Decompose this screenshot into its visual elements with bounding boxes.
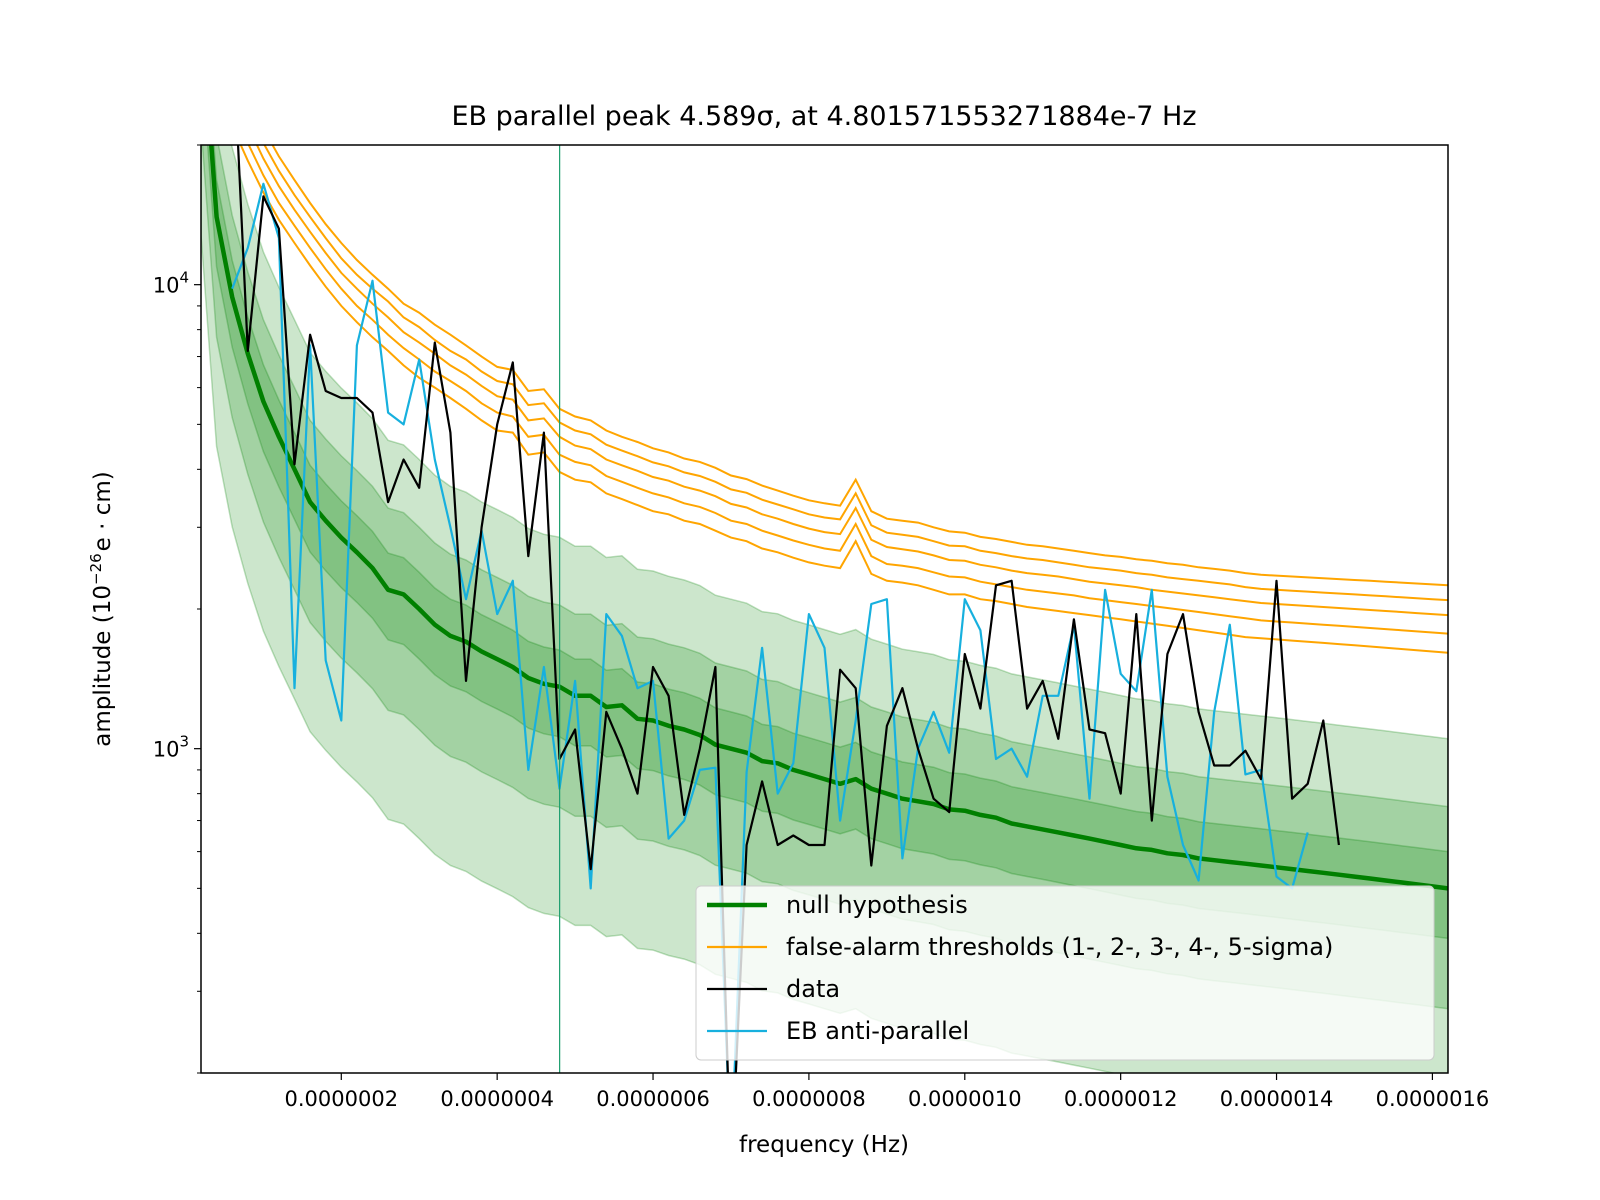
y-axis-label-unit: e · cm) — [90, 471, 116, 551]
x-tick-label: 0.0000008 — [752, 1087, 866, 1111]
y-axis-label: amplitude (10−26 e · cm) — [87, 471, 116, 747]
x-tick-label: 0.0000002 — [285, 1087, 399, 1111]
data-line — [236, 145, 1340, 1073]
y-axis-ticks: 104 103 — [153, 144, 201, 1074]
eb-antiparallel-line — [231, 182, 1309, 1073]
legend-label: data — [786, 975, 840, 1003]
legend: null hypothesis false-alarm thresholds (1… — [695, 885, 1435, 1061]
y-axis-label-exponent: −26 — [87, 553, 105, 585]
threshold-line-2-sigma — [247, 145, 1448, 635]
plot-area — [201, 145, 1448, 1073]
y-tick-label: 104 — [153, 269, 189, 298]
x-tick-label: 0.0000014 — [1220, 1087, 1334, 1111]
legend-label: false-alarm thresholds (1-, 2-, 3-, 4-, … — [786, 933, 1333, 961]
legend-label: EB anti-parallel — [786, 1017, 969, 1045]
y-axis-label-base: amplitude (10 — [90, 585, 116, 747]
legend-label: null hypothesis — [786, 891, 968, 919]
legend-box — [695, 885, 1435, 1061]
null-hypothesis-line — [209, 145, 1448, 891]
threshold-line-3-sigma — [255, 145, 1448, 617]
false-alarm-thresholds — [239, 145, 1448, 654]
y-tick-label: 103 — [153, 733, 189, 762]
threshold-line-1-sigma — [239, 145, 1448, 654]
x-tick-label: 0.0000012 — [1064, 1087, 1178, 1111]
x-axis-label: frequency (Hz) — [739, 1132, 909, 1158]
x-tick-label: 0.0000016 — [1376, 1087, 1490, 1111]
band-middle — [201, 145, 1448, 1010]
x-tick-label: 0.0000010 — [908, 1087, 1022, 1111]
threshold-line-4-sigma — [263, 145, 1448, 602]
band-outer — [201, 145, 1448, 1073]
series-lines — [209, 145, 1448, 1073]
chart-title: EB parallel peak 4.589σ, at 4.8015715532… — [451, 101, 1196, 132]
x-tick-label: 0.0000004 — [440, 1087, 554, 1111]
x-axis-ticks: 0.0000002 0.0000004 0.0000006 0.0000008 0.00… — [285, 1073, 1490, 1111]
threshold-line-5-sigma — [271, 145, 1448, 587]
x-tick-label: 0.0000006 — [596, 1087, 710, 1111]
